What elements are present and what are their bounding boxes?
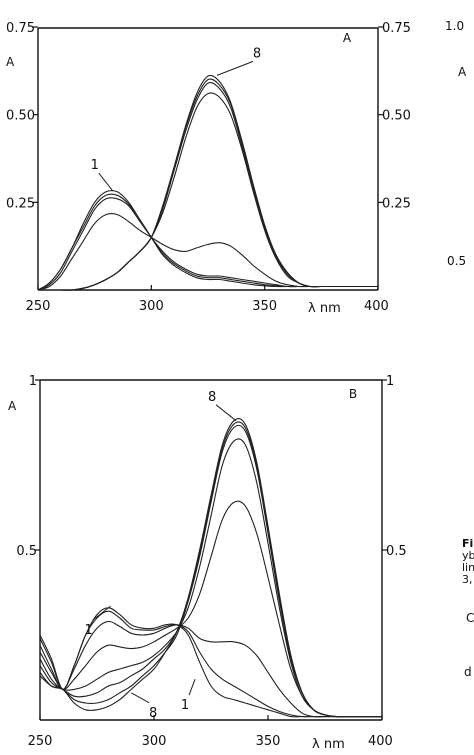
margin-fragment: C bbox=[466, 611, 474, 625]
y-axis-label: A bbox=[8, 399, 17, 413]
chart-panel-a: 0.25 0.25 0.50 0.50 0.75 0.75 250 300 350 400 A Aλ … bbox=[6, 21, 411, 316]
series-line-1 bbox=[37, 189, 378, 291]
x-tick-label: 400 bbox=[368, 734, 393, 749]
series-line-8 bbox=[38, 74, 378, 291]
x-tick-label: 400 bbox=[364, 299, 389, 314]
x-tick-label: 300 bbox=[139, 299, 164, 314]
y-tick-label-left: 0.25 bbox=[6, 196, 35, 211]
series-line-3 bbox=[39, 620, 382, 718]
annotation-label: 8 bbox=[253, 46, 261, 61]
annotation-leader bbox=[215, 404, 237, 422]
margin-fragment: Fi bbox=[462, 537, 473, 550]
series-line-7 bbox=[38, 78, 378, 291]
series-line-6 bbox=[38, 81, 378, 291]
x-tick-label: 250 bbox=[26, 299, 51, 314]
annotation-leader bbox=[188, 679, 196, 696]
annotation-label: 8 bbox=[208, 390, 216, 405]
annotation-leader bbox=[216, 60, 254, 76]
annotation-label: 1 bbox=[181, 698, 189, 713]
annotation-label: 8 bbox=[149, 706, 157, 721]
annotation-label: 1 bbox=[85, 623, 93, 638]
panel-label: A bbox=[343, 31, 352, 45]
margin-fragment: 0.5 bbox=[447, 254, 466, 268]
y-tick-label-left: 1 bbox=[29, 374, 37, 389]
x-tick-label: 350 bbox=[256, 734, 281, 749]
y-tick-label-right: 1 bbox=[386, 374, 394, 389]
y-tick-label-right: 0.50 bbox=[382, 109, 411, 124]
x-axis-label: λ nm bbox=[312, 737, 345, 752]
chart-panel-b: 0.5 0.5 1 1 250 300 350 400 B Aλ nm 8 1 8 1 bbox=[8, 374, 407, 752]
y-tick-label-left: 0.5 bbox=[16, 544, 37, 559]
x-tick-label: 300 bbox=[142, 734, 167, 749]
panel-label: B bbox=[349, 387, 357, 401]
series-line-4 bbox=[39, 500, 382, 718]
annotation-leader bbox=[130, 692, 150, 704]
annotation-leader bbox=[98, 172, 114, 192]
annotation-label: 1 bbox=[91, 158, 99, 173]
x-tick-label: 350 bbox=[252, 299, 277, 314]
margin-fragment: yb bbox=[462, 549, 474, 562]
x-axis-label: λ nm bbox=[308, 301, 341, 316]
series-line-7 bbox=[39, 421, 382, 718]
y-tick-label-right: 0.75 bbox=[382, 21, 411, 36]
y-tick-label-left: 0.50 bbox=[6, 109, 35, 124]
series-line-4 bbox=[37, 213, 378, 291]
series-line-6 bbox=[39, 424, 382, 718]
y-tick-label-right: 0.25 bbox=[382, 196, 411, 211]
series-line-5 bbox=[38, 92, 378, 291]
y-tick-label-left: 0.75 bbox=[6, 21, 35, 36]
y-tick-label-right: 0.5 bbox=[386, 544, 407, 559]
y-axis-label: A bbox=[6, 55, 15, 69]
margin-fragment: 3, bbox=[462, 573, 473, 586]
margin-fragment: A bbox=[458, 65, 467, 79]
margin-fragment: lin bbox=[462, 561, 474, 574]
series-line-5 bbox=[39, 438, 382, 718]
margin-fragment: d bbox=[464, 665, 472, 679]
margin-fragment: 1.0 bbox=[445, 19, 464, 33]
x-tick-label: 250 bbox=[28, 734, 53, 749]
annotation-leader bbox=[92, 605, 111, 621]
series-line-8 bbox=[39, 418, 382, 718]
